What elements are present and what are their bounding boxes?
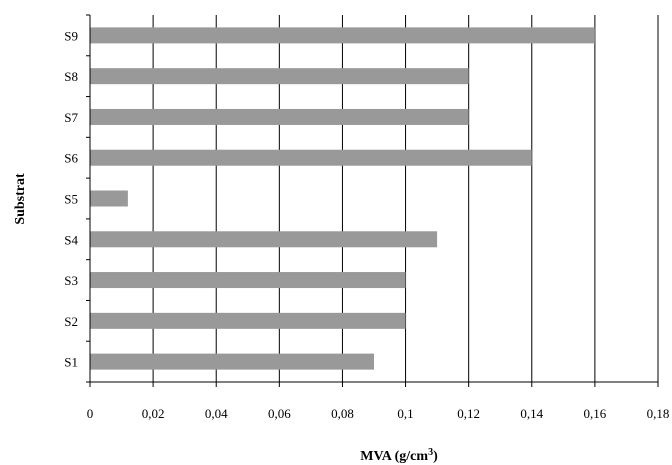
bar-s2 bbox=[90, 312, 406, 329]
y-category-label: S1 bbox=[64, 355, 78, 370]
bar-s4 bbox=[90, 231, 438, 248]
x-tick-label: 0 bbox=[87, 406, 94, 421]
y-category-label: S7 bbox=[64, 110, 78, 125]
bar-s3 bbox=[90, 272, 406, 289]
x-axis-title-close: ) bbox=[433, 449, 438, 464]
y-category-label: S9 bbox=[64, 28, 78, 43]
y-category-label: S6 bbox=[64, 151, 78, 166]
x-axis-title-sup: 3 bbox=[428, 447, 433, 458]
y-category-label: S8 bbox=[64, 69, 78, 84]
bar-s8 bbox=[90, 68, 469, 85]
x-tick-label: 0,06 bbox=[268, 406, 291, 421]
x-tick-label: 0,16 bbox=[584, 406, 607, 421]
bar-s6 bbox=[90, 149, 532, 166]
bar-s5 bbox=[90, 190, 128, 207]
bar-s1 bbox=[90, 353, 374, 370]
x-tick-label: 0,12 bbox=[457, 406, 480, 421]
y-category-label: S4 bbox=[64, 232, 78, 247]
bar-s9 bbox=[90, 27, 595, 44]
y-category-labels: S1 S2 S3 S4 S5 S6 S7 S8 S9 bbox=[64, 28, 78, 369]
y-category-label: S3 bbox=[64, 273, 78, 288]
x-tick-label: 0,02 bbox=[142, 406, 165, 421]
x-axis-title-main: MVA (g/cm bbox=[360, 449, 428, 464]
x-tick-label: 0,18 bbox=[647, 406, 670, 421]
x-tick-label: 0,1 bbox=[397, 406, 413, 421]
axes bbox=[86, 14, 659, 387]
y-category-label: S5 bbox=[64, 192, 78, 207]
x-tick-label: 0,14 bbox=[520, 406, 543, 421]
y-category-label: S2 bbox=[64, 314, 78, 329]
x-axis-title: MVA (g/cm3) bbox=[360, 447, 438, 464]
bar-s7 bbox=[90, 108, 469, 125]
y-axis-title: Substrat bbox=[13, 173, 28, 225]
x-tick-labels: 0 0,02 0,04 0,06 0,08 0,1 0,12 0,14 0,16 0,18 bbox=[87, 406, 670, 421]
bars bbox=[90, 27, 595, 370]
x-tick-label: 0,04 bbox=[205, 406, 228, 421]
x-tick-label: 0,08 bbox=[331, 406, 354, 421]
